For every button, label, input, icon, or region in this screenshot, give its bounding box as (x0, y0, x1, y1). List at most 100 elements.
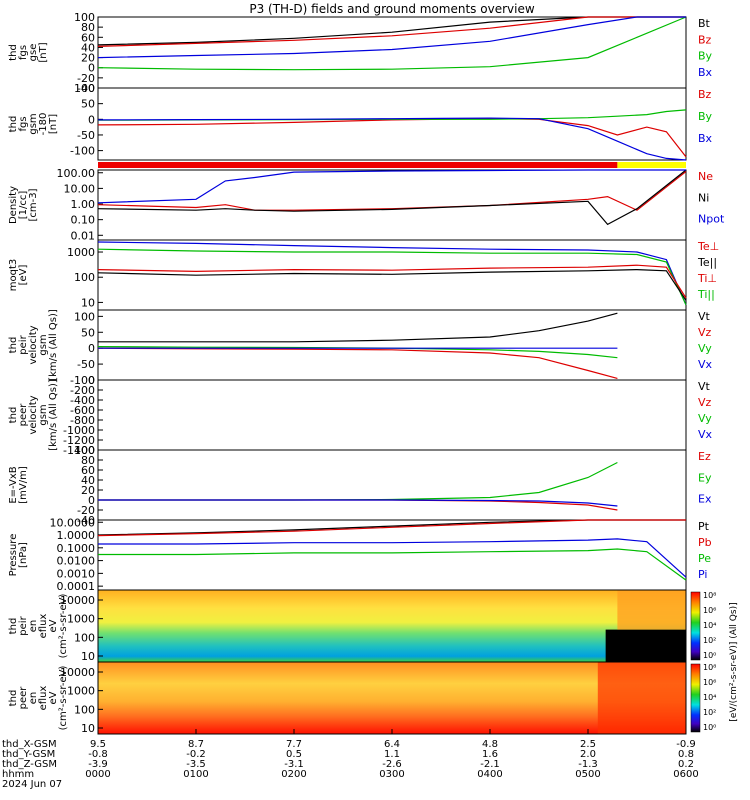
legend-entry: Vt (698, 380, 711, 393)
footer-value: 7.7 (286, 739, 302, 750)
series-Bx (97, 16, 686, 59)
y-tick-label: 40 (81, 474, 95, 487)
y-axis-label: thd (8, 407, 19, 424)
y-axis-label: fgs (18, 45, 29, 60)
series-Te⊥ (97, 264, 687, 299)
y-axis-label: [1/cc] (18, 191, 29, 220)
y-tick-label: 1.0000 (57, 529, 96, 542)
footer-value: 6.4 (384, 739, 400, 750)
legend-entry: Bt (698, 17, 711, 30)
series-Bz (97, 118, 687, 158)
legend-entry: Ez (698, 450, 711, 463)
y-tick-label: 100 (74, 271, 95, 284)
y-axis-label: Pressure (8, 534, 19, 577)
footer-value: -3.5 (186, 759, 206, 770)
y-tick-label: 100 (74, 631, 95, 644)
panel-2: 100.00 10.00 1.00 0.10 0.01 Density [1/cc] [cm-… (8, 167, 725, 243)
legend-entry: Vx (698, 428, 713, 441)
series-Bx (97, 117, 687, 161)
series-Ex (98, 499, 618, 507)
series-Vy (97, 346, 618, 359)
series-Vz (97, 347, 618, 379)
panel-8: 10000 1000 100 10 thd peir en eflux eV (cm²-s-sr-… (8, 589, 687, 663)
y-tick-label: -50 (77, 129, 95, 142)
y-tick-label: 0 (88, 374, 95, 387)
y-axis-label: Density (8, 186, 19, 224)
series-Ti|| (97, 248, 687, 306)
y-tick-label: 1000 (67, 685, 95, 698)
footer-value: -3.1 (284, 759, 304, 770)
footer-value: 9.5 (90, 739, 106, 750)
y-tick-label: 1000 (67, 613, 95, 626)
spectrogram-8 (98, 590, 686, 662)
y-axis-label: [nPa] (18, 542, 29, 568)
spectrogram-band (597, 662, 686, 734)
y-tick-label: 100 (74, 444, 95, 457)
legend-entry: Te|| (697, 256, 717, 269)
y-axis-label: velocity (28, 325, 39, 364)
y-axis-label: gsm (28, 113, 39, 134)
series-Ni (97, 169, 687, 226)
y-axis-label: gse (28, 44, 39, 62)
y-tick-label: 10 (81, 296, 95, 309)
footer-value: -0.9 (676, 739, 696, 750)
legend-entry: Ex (698, 493, 712, 506)
y-tick-label: 10 (81, 650, 95, 663)
colorbar-tick: 10⁴ (703, 693, 716, 702)
legend-entry: Ti⊥ (697, 272, 717, 285)
footer-label: thd_Y-GSM (2, 749, 55, 760)
legend-entry: Bx (698, 66, 713, 79)
y-tick-label: 20 (81, 52, 95, 65)
y-tick-label: 10000 (60, 666, 95, 679)
series-Vt (98, 312, 618, 343)
y-tick-label: 10.0000 (50, 516, 96, 529)
y-tick-label: 100 (74, 310, 95, 323)
series-Bz (97, 16, 686, 47)
footer-value: 0300 (379, 769, 404, 780)
footer-label: hhmm (2, 769, 34, 780)
y-tick-label: 0.1000 (57, 542, 96, 555)
status-bar-yellow (617, 162, 686, 168)
y-tick-label: 10000 (60, 594, 95, 607)
y-tick-label: 0.0100 (57, 555, 96, 568)
legend-entry: Ne (698, 170, 713, 183)
y-tick-label: 0 (88, 62, 95, 75)
footer-label: 2024 Jun 07 (2, 779, 62, 790)
legend-entry: Bz (698, 88, 712, 101)
footer-value: 0.5 (286, 749, 302, 760)
footer-value: -1.3 (578, 759, 598, 770)
y-axis-label: moqt3 (8, 259, 19, 292)
footer-value: 4.8 (482, 739, 498, 750)
y-tick-label: 10.00 (64, 182, 96, 195)
colorbar-tick: 10⁶ (703, 606, 716, 615)
y-axis-label: E=-VxB (8, 466, 19, 503)
y-tick-label: 0.0001 (57, 580, 96, 593)
spectrogram-band (617, 590, 686, 630)
y-tick-label: 60 (81, 464, 95, 477)
panel-frame-6 (97, 449, 687, 521)
legend-entry: Vx (698, 358, 713, 371)
legend-entry: By (698, 50, 713, 63)
legend-entry: Vt (698, 310, 711, 323)
y-axis-label: gsm (38, 334, 49, 355)
y-tick-label: 80 (81, 454, 95, 467)
footer-value: 0600 (673, 769, 698, 780)
legend-entry: Vy (698, 412, 712, 425)
colorbar-tick: 10⁰ (703, 723, 716, 732)
y-tick-label: 60 (81, 31, 95, 44)
y-axis-label: peer (18, 403, 29, 427)
y-axis-label: [eV] (18, 265, 29, 286)
legend-entry: Ni (698, 191, 709, 204)
footer-value: 2.5 (580, 739, 596, 750)
y-axis-label: [km/s (All Qs)] (48, 379, 59, 451)
footer-value: 0000 (85, 769, 110, 780)
footer-value: 0.8 (678, 749, 694, 760)
footer-value: 1.1 (384, 749, 400, 760)
y-tick-label: -1400 (63, 444, 95, 457)
y-tick-label: 100 (74, 11, 95, 24)
series-By (97, 16, 687, 71)
